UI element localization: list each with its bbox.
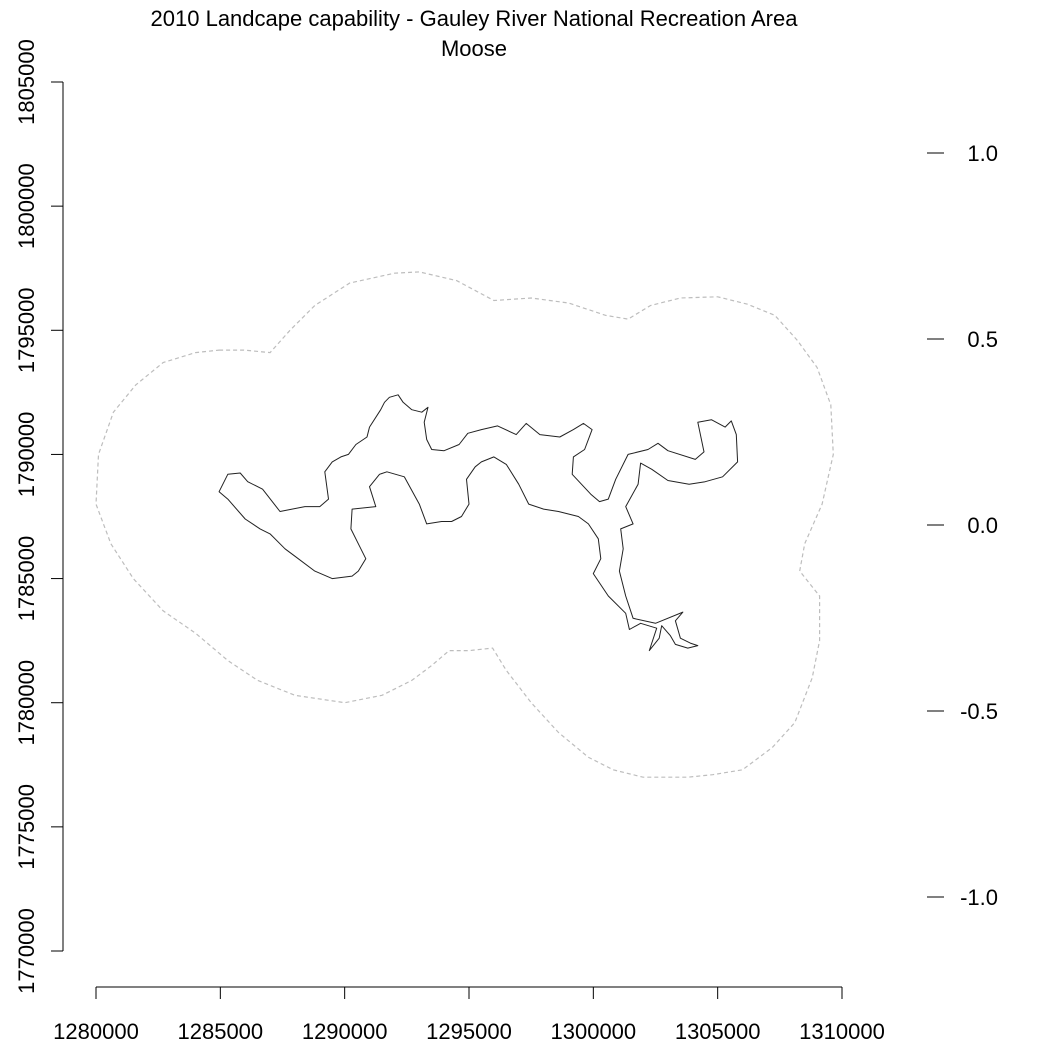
title-line-1: 2010 Landcape capability - Gauley River … [151, 6, 799, 31]
x-tick-label: 1310000 [799, 1019, 885, 1044]
scale-tick-label: -1.0 [960, 885, 998, 910]
y-tick-label: 1800000 [14, 163, 39, 249]
y-tick-label: 1785000 [14, 536, 39, 622]
scale-tick-label: 0.5 [967, 327, 998, 352]
x-tick-label: 1290000 [302, 1019, 388, 1044]
scale-tick-label: -0.5 [960, 699, 998, 724]
x-tick-label: 1305000 [675, 1019, 761, 1044]
park-boundary-outline [218, 394, 739, 652]
y-axis: 1770000 1775000 1780000 1785000 1790000 17950… [14, 39, 64, 994]
scale-tick-label: 1.0 [967, 141, 998, 166]
y-tick-label: 1770000 [14, 908, 39, 994]
title-line-2: Moose [441, 36, 507, 61]
scale-tick-label: 0.0 [967, 513, 998, 538]
x-tick-label: 1295000 [426, 1019, 512, 1044]
y-tick-label: 1795000 [14, 287, 39, 373]
y-tick-label: 1780000 [14, 660, 39, 746]
legend-scale-axis: -1.0 -0.5 0.0 0.5 1.0 [927, 141, 998, 910]
y-tick-label: 1805000 [14, 39, 39, 125]
y-tick-label: 1790000 [14, 412, 39, 498]
x-tick-label: 1300000 [551, 1019, 637, 1044]
x-axis: 1280000 1285000 1290000 1295000 1300000 13050… [53, 986, 885, 1044]
y-tick-label: 1775000 [14, 784, 39, 870]
buffer-outline [95, 271, 834, 778]
x-tick-label: 1280000 [53, 1019, 139, 1044]
x-tick-label: 1285000 [178, 1019, 264, 1044]
